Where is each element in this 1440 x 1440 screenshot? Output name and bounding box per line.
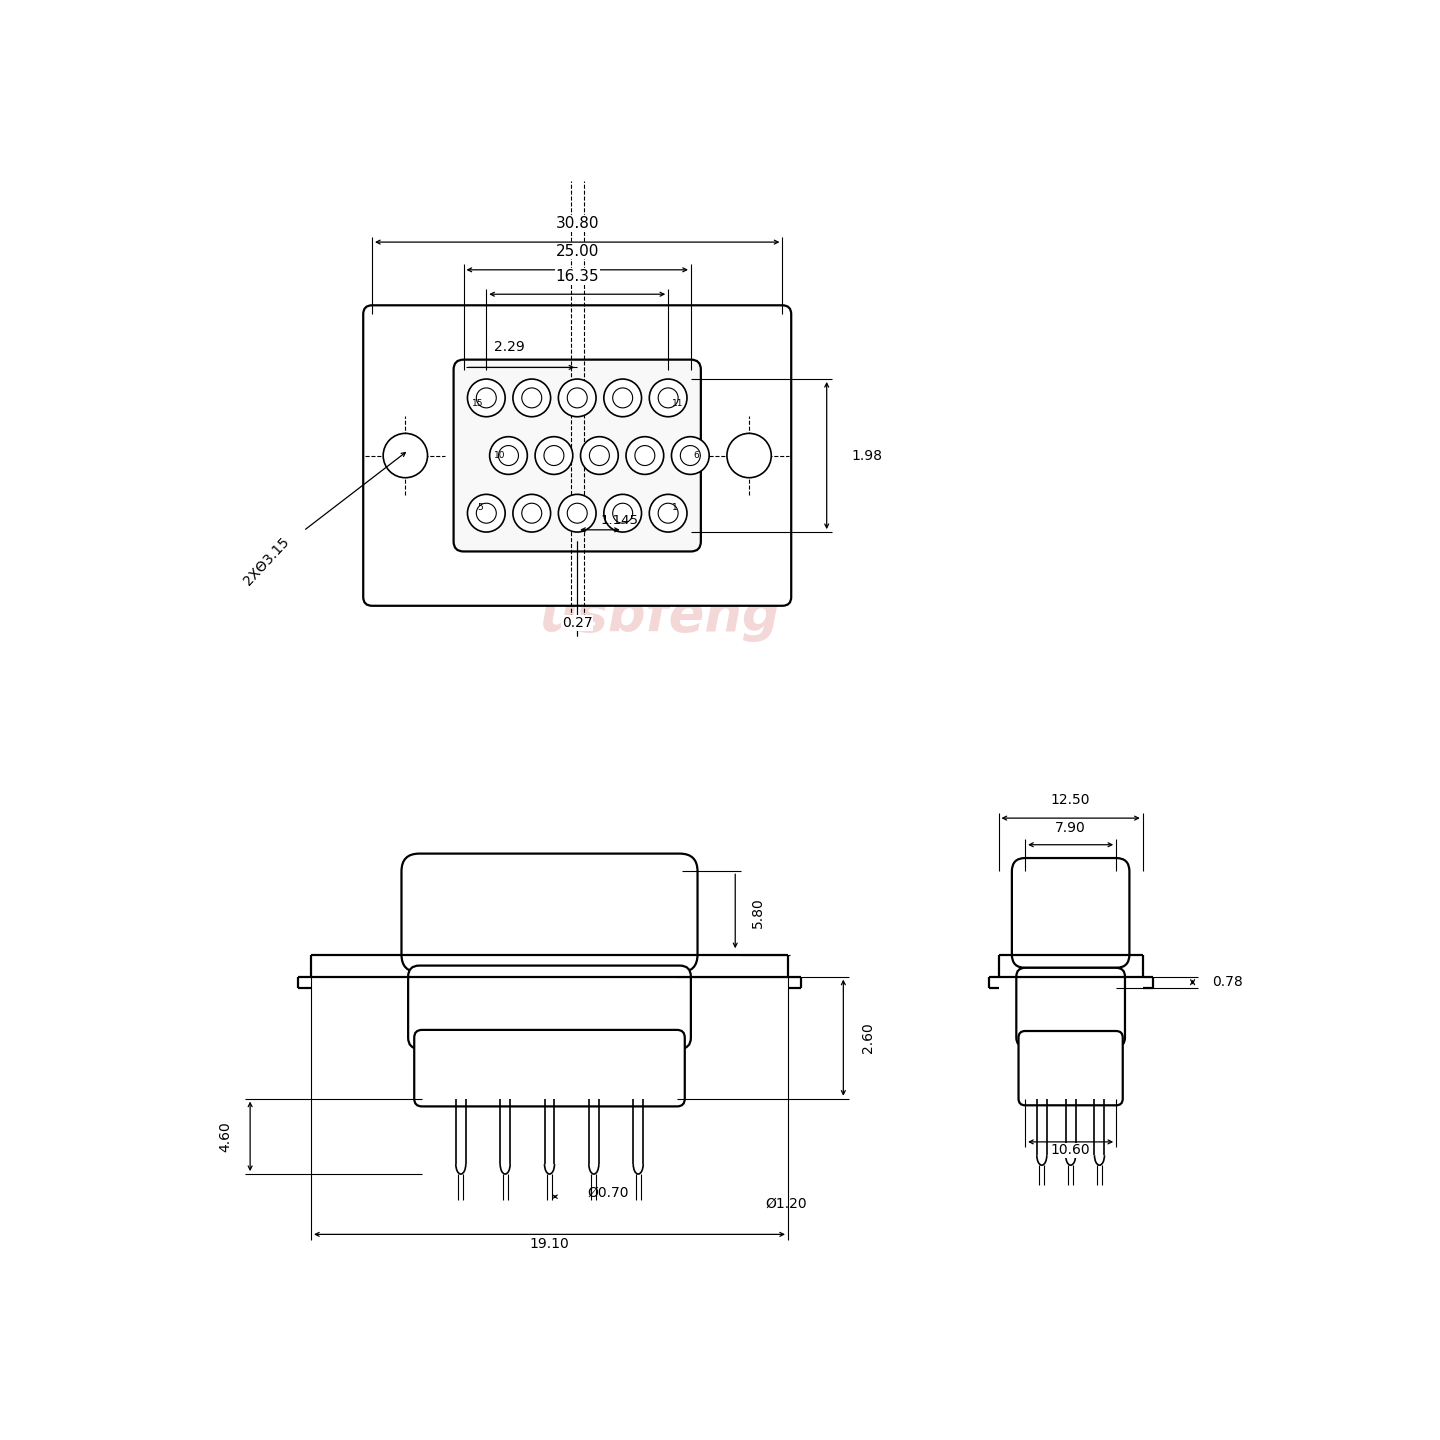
- Circle shape: [671, 436, 708, 474]
- Text: 4.60: 4.60: [219, 1120, 232, 1152]
- Circle shape: [680, 445, 700, 465]
- Circle shape: [513, 494, 550, 531]
- Circle shape: [498, 445, 518, 465]
- Text: 12.50: 12.50: [1051, 793, 1090, 806]
- Circle shape: [521, 503, 541, 523]
- Circle shape: [559, 379, 596, 416]
- Text: usbfeng: usbfeng: [540, 590, 780, 642]
- Circle shape: [612, 387, 632, 408]
- Text: Ø1.20: Ø1.20: [766, 1197, 808, 1211]
- Circle shape: [603, 494, 642, 531]
- Text: 1: 1: [671, 503, 677, 513]
- FancyBboxPatch shape: [408, 966, 691, 1048]
- Circle shape: [626, 436, 664, 474]
- Circle shape: [658, 503, 678, 523]
- Text: Ø0.70: Ø0.70: [588, 1185, 629, 1200]
- Circle shape: [468, 494, 505, 531]
- Circle shape: [544, 445, 564, 465]
- Text: 2.60: 2.60: [861, 1022, 876, 1053]
- FancyBboxPatch shape: [1017, 968, 1125, 1047]
- FancyBboxPatch shape: [415, 1030, 685, 1106]
- Circle shape: [383, 433, 428, 478]
- Text: 0.27: 0.27: [562, 616, 592, 631]
- Circle shape: [603, 379, 642, 416]
- Circle shape: [477, 503, 497, 523]
- Text: 6: 6: [694, 451, 700, 459]
- Text: 30.80: 30.80: [556, 216, 599, 230]
- Text: 2.29: 2.29: [494, 340, 524, 354]
- FancyBboxPatch shape: [363, 305, 791, 606]
- Circle shape: [490, 436, 527, 474]
- Text: 1.145: 1.145: [600, 514, 639, 527]
- Text: 0.78: 0.78: [1212, 975, 1243, 989]
- Circle shape: [477, 387, 497, 408]
- FancyBboxPatch shape: [402, 854, 697, 972]
- Circle shape: [559, 494, 596, 531]
- Circle shape: [612, 503, 632, 523]
- Circle shape: [658, 387, 678, 408]
- Text: 2XΘ3.15: 2XΘ3.15: [242, 534, 292, 588]
- Circle shape: [468, 379, 505, 416]
- Circle shape: [513, 379, 550, 416]
- Text: 10: 10: [494, 451, 505, 459]
- Circle shape: [649, 379, 687, 416]
- Text: 15: 15: [471, 399, 482, 408]
- Text: 10.60: 10.60: [1051, 1143, 1090, 1158]
- Text: 5: 5: [477, 503, 482, 513]
- Text: 19.10: 19.10: [530, 1237, 569, 1251]
- Text: 25.00: 25.00: [556, 243, 599, 259]
- Circle shape: [536, 436, 573, 474]
- FancyBboxPatch shape: [454, 360, 701, 552]
- FancyBboxPatch shape: [1012, 858, 1129, 968]
- Circle shape: [635, 445, 655, 465]
- Circle shape: [580, 436, 618, 474]
- Circle shape: [649, 494, 687, 531]
- Circle shape: [727, 433, 772, 478]
- Circle shape: [589, 445, 609, 465]
- Text: 1.98: 1.98: [851, 448, 883, 462]
- Text: 11: 11: [671, 399, 683, 408]
- Text: 7.90: 7.90: [1056, 821, 1086, 835]
- FancyBboxPatch shape: [1018, 1031, 1123, 1106]
- Circle shape: [567, 503, 588, 523]
- Circle shape: [567, 387, 588, 408]
- Text: 16.35: 16.35: [556, 269, 599, 284]
- Circle shape: [521, 387, 541, 408]
- Text: 5.80: 5.80: [750, 897, 765, 929]
